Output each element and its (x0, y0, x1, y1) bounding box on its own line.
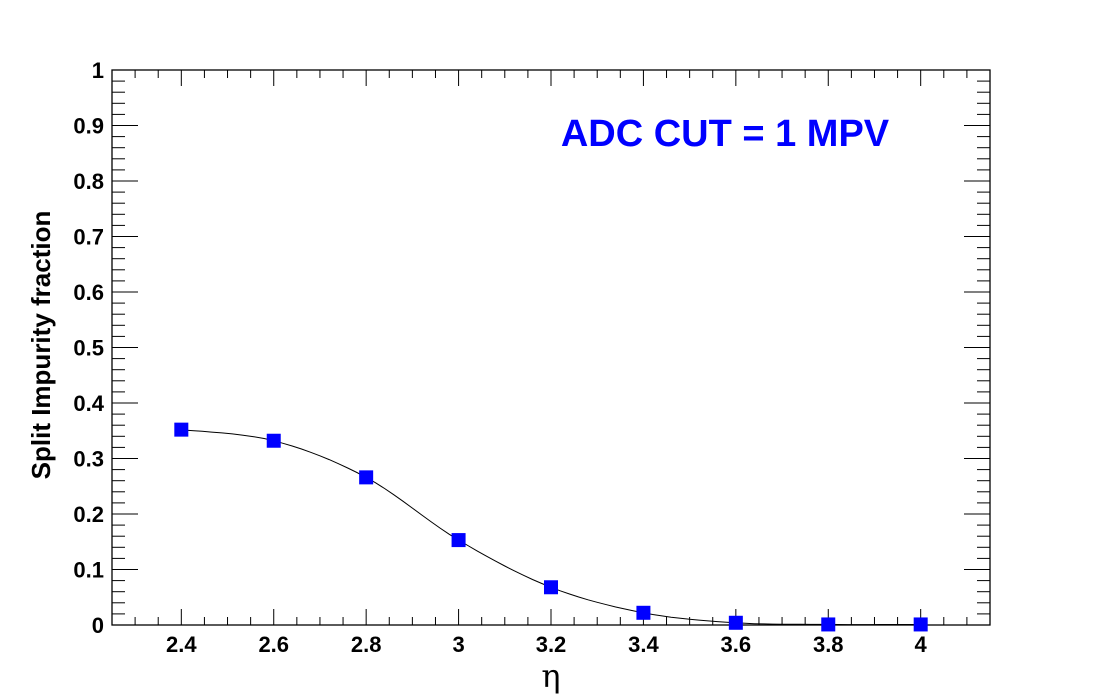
chart-annotation: ADC CUT = 1 MPV (561, 113, 890, 155)
data-point-marker (359, 470, 374, 485)
y-tick-label: 0.7 (73, 225, 104, 250)
y-tick-label: 0.8 (73, 169, 104, 194)
x-tick-label: 3.6 (721, 632, 752, 657)
y-tick-labels: 0 0.1 0.2 0.3 0.4 0.5 0.6 0.7 0.8 0.9 1 (73, 58, 104, 638)
data-point-marker (636, 605, 651, 620)
x-tick-label: 3.8 (813, 632, 844, 657)
y-tick-label: 0.2 (73, 502, 104, 527)
x-tick-label: 3.4 (628, 632, 659, 657)
x-tick-label: 3.2 (536, 632, 567, 657)
y-tick-label: 0.9 (73, 114, 104, 139)
y-tick-label: 0.1 (73, 558, 104, 583)
x-tick-label: 2.8 (351, 632, 382, 657)
y-tick-label: 0 (92, 613, 104, 638)
y-tick-label: 0.6 (73, 280, 104, 305)
y-tick-label: 0.4 (73, 391, 104, 416)
x-tick-labels: 2.4 2.6 2.8 3 3.2 3.4 3.6 3.8 4 (166, 632, 928, 657)
x-tick-label: 4 (915, 632, 928, 657)
x-tick-label: 2.4 (166, 632, 197, 657)
data-point-marker (451, 533, 466, 548)
y-tick-label: 0.3 (73, 447, 104, 472)
data-point-marker (174, 422, 189, 437)
y-tick-label: 0.5 (73, 336, 104, 361)
series-markers (174, 422, 928, 632)
data-point-marker (266, 433, 281, 448)
data-point-marker (821, 617, 836, 632)
x-axis-title: η (541, 657, 560, 694)
data-point-marker (913, 617, 928, 632)
data-point-marker (728, 615, 743, 630)
y-axis-title: Split Impurity fraction (26, 211, 56, 480)
y-tick-label: 1 (92, 58, 104, 83)
series-line (181, 429, 921, 626)
x-tick-label: 2.6 (258, 632, 289, 657)
axis-ticks (111, 69, 991, 626)
data-point-marker (544, 580, 558, 595)
x-tick-label: 3 (452, 632, 464, 657)
